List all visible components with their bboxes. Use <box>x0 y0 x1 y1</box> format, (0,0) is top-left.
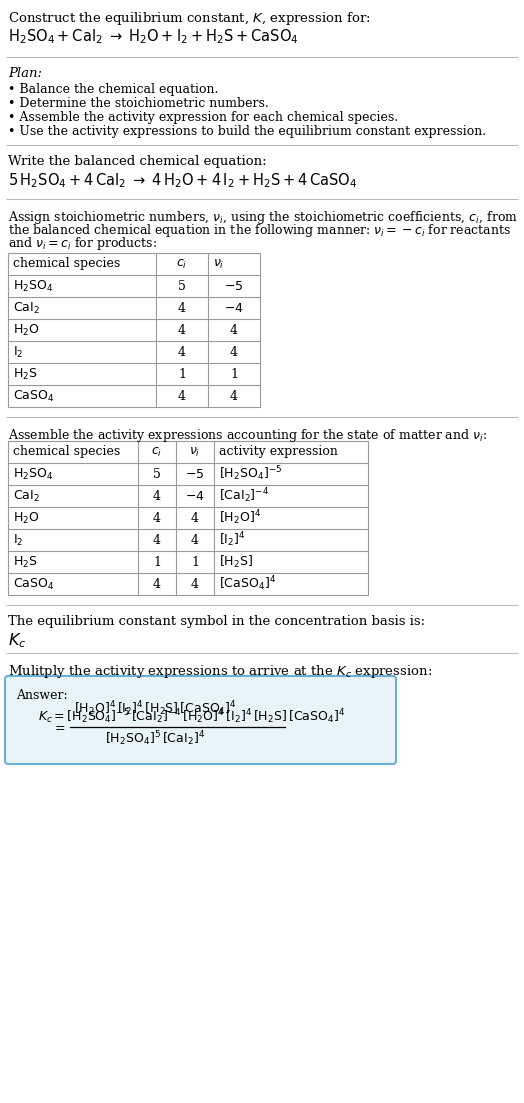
Text: 4: 4 <box>178 345 186 358</box>
Text: 4: 4 <box>191 534 199 546</box>
Text: Mulitply the activity expressions to arrive at the $K_c$ expression:: Mulitply the activity expressions to arr… <box>8 663 432 681</box>
Text: • Balance the chemical equation.: • Balance the chemical equation. <box>8 83 219 96</box>
Text: 4: 4 <box>153 490 161 503</box>
Bar <box>8 441 368 595</box>
Text: Construct the equilibrium constant, $K$, expression for:: Construct the equilibrium constant, $K$,… <box>8 10 370 26</box>
Text: chemical species: chemical species <box>13 257 120 270</box>
Text: the balanced chemical equation in the following manner: $\nu_i = -c_i$ for react: the balanced chemical equation in the fo… <box>8 222 511 239</box>
Text: The equilibrium constant symbol in the concentration basis is:: The equilibrium constant symbol in the c… <box>8 615 425 628</box>
Bar <box>8 253 260 407</box>
Text: Assemble the activity expressions accounting for the state of matter and $\nu_i$: Assemble the activity expressions accoun… <box>8 427 487 445</box>
Text: $\mathrm{H_2S}$: $\mathrm{H_2S}$ <box>13 366 38 382</box>
Text: $\mathrm{H_2O}$: $\mathrm{H_2O}$ <box>13 322 40 338</box>
Text: $\mathrm{H_2SO_4 + CaI_2} \;\rightarrow\; \mathrm{H_2O + I_2 + H_2S + CaSO_4}$: $\mathrm{H_2SO_4 + CaI_2} \;\rightarrow\… <box>8 26 299 45</box>
Text: 4: 4 <box>153 534 161 546</box>
Text: $[\mathrm{H_2O}]^{4}$: $[\mathrm{H_2O}]^{4}$ <box>219 508 261 527</box>
Text: 4: 4 <box>178 323 186 336</box>
Text: $[\mathrm{H_2S}]$: $[\mathrm{H_2S}]$ <box>219 554 253 570</box>
Text: 1: 1 <box>230 367 238 381</box>
Text: $-5$: $-5$ <box>224 279 244 292</box>
Text: $[\mathrm{I_2}]^{4}$: $[\mathrm{I_2}]^{4}$ <box>219 531 246 549</box>
Text: $-4$: $-4$ <box>224 301 244 314</box>
Text: $\mathrm{H_2SO_4}$: $\mathrm{H_2SO_4}$ <box>13 278 53 293</box>
Text: $\nu_i$: $\nu_i$ <box>189 446 201 459</box>
Text: $c_i$: $c_i$ <box>151 446 162 459</box>
Text: 4: 4 <box>230 389 238 403</box>
Text: 5: 5 <box>178 279 186 292</box>
Text: $\mathrm{H_2O}$: $\mathrm{H_2O}$ <box>13 511 40 525</box>
Text: $\mathrm{CaSO_4}$: $\mathrm{CaSO_4}$ <box>13 388 54 404</box>
Text: $K_c$: $K_c$ <box>8 631 26 650</box>
Text: $[\mathrm{H_2SO_4}]^{-5}$: $[\mathrm{H_2SO_4}]^{-5}$ <box>219 464 282 483</box>
Text: $-4$: $-4$ <box>185 490 205 503</box>
Text: 4: 4 <box>230 345 238 358</box>
Text: 4: 4 <box>153 578 161 590</box>
Text: $\mathrm{CaI_2}$: $\mathrm{CaI_2}$ <box>13 300 40 315</box>
Text: $K_c = [\mathrm{H_2SO_4}]^{-5}\,[\mathrm{CaI_2}]^{-4}\,[\mathrm{H_2O}]^{4}\,[\ma: $K_c = [\mathrm{H_2SO_4}]^{-5}\,[\mathrm… <box>38 707 345 726</box>
Text: Assign stoichiometric numbers, $\nu_i$, using the stoichiometric coefficients, $: Assign stoichiometric numbers, $\nu_i$, … <box>8 208 518 226</box>
Text: 4: 4 <box>230 323 238 336</box>
Text: $\mathrm{5\,H_2SO_4 + 4\,CaI_2} \;\rightarrow\; \mathrm{4\,H_2O + 4\,I_2 + H_2S : $\mathrm{5\,H_2SO_4 + 4\,CaI_2} \;\right… <box>8 171 357 190</box>
Text: 4: 4 <box>153 512 161 525</box>
Text: 4: 4 <box>178 389 186 403</box>
Text: $\mathrm{H_2S}$: $\mathrm{H_2S}$ <box>13 555 38 569</box>
Text: • Use the activity expressions to build the equilibrium constant expression.: • Use the activity expressions to build … <box>8 125 486 138</box>
Text: chemical species: chemical species <box>13 446 120 459</box>
Text: Write the balanced chemical equation:: Write the balanced chemical equation: <box>8 156 267 168</box>
Text: $c_i$: $c_i$ <box>177 257 188 270</box>
Text: 4: 4 <box>191 578 199 590</box>
Text: 1: 1 <box>178 367 186 381</box>
Text: Answer:: Answer: <box>16 689 68 702</box>
Text: $\mathrm{I_2}$: $\mathrm{I_2}$ <box>13 533 24 547</box>
Text: 1: 1 <box>191 556 199 568</box>
Text: $\mathrm{I_2}$: $\mathrm{I_2}$ <box>13 344 24 360</box>
Text: and $\nu_i = c_i$ for products:: and $\nu_i = c_i$ for products: <box>8 235 157 251</box>
FancyBboxPatch shape <box>5 676 396 764</box>
Text: $[\mathrm{H_2SO_4}]^{5}\,[\mathrm{CaI_2}]^{4}$: $[\mathrm{H_2SO_4}]^{5}\,[\mathrm{CaI_2}… <box>105 729 205 748</box>
Text: $\mathrm{CaI_2}$: $\mathrm{CaI_2}$ <box>13 489 40 504</box>
Text: 5: 5 <box>153 468 161 481</box>
Text: Plan:: Plan: <box>8 67 42 81</box>
Text: • Assemble the activity expression for each chemical species.: • Assemble the activity expression for e… <box>8 111 398 124</box>
Text: 1: 1 <box>153 556 161 568</box>
Text: activity expression: activity expression <box>219 446 338 459</box>
Text: • Determine the stoichiometric numbers.: • Determine the stoichiometric numbers. <box>8 97 269 110</box>
Text: $\nu_i$: $\nu_i$ <box>213 257 224 270</box>
Text: 4: 4 <box>178 301 186 314</box>
Text: $[\mathrm{CaI_2}]^{-4}$: $[\mathrm{CaI_2}]^{-4}$ <box>219 486 269 505</box>
Text: 4: 4 <box>191 512 199 525</box>
Text: $-5$: $-5$ <box>185 468 205 481</box>
Text: $[\mathrm{CaSO_4}]^{4}$: $[\mathrm{CaSO_4}]^{4}$ <box>219 575 276 593</box>
Text: $=$: $=$ <box>52 720 66 733</box>
Text: $\mathrm{H_2SO_4}$: $\mathrm{H_2SO_4}$ <box>13 467 53 482</box>
Text: $\mathrm{CaSO_4}$: $\mathrm{CaSO_4}$ <box>13 577 54 591</box>
Text: $[\mathrm{H_2O}]^{4}\,[\mathrm{I_2}]^{4}\,[\mathrm{H_2S}]\,[\mathrm{CaSO_4}]^{4}: $[\mathrm{H_2O}]^{4}\,[\mathrm{I_2}]^{4}… <box>73 699 236 718</box>
